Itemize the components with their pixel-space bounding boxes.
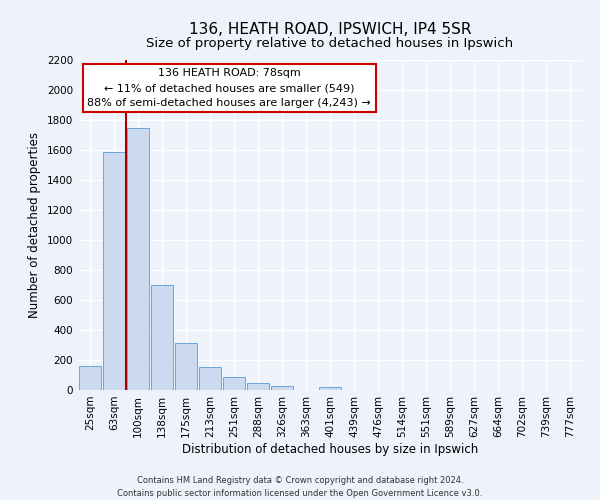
Bar — [223, 378, 245, 390]
Text: 136, HEATH ROAD, IPSWICH, IP4 5SR: 136, HEATH ROAD, IPSWICH, IP4 5SR — [189, 22, 471, 38]
Bar — [199, 367, 221, 390]
Bar — [127, 128, 149, 390]
Text: Size of property relative to detached houses in Ipswich: Size of property relative to detached ho… — [146, 38, 514, 51]
X-axis label: Distribution of detached houses by size in Ipswich: Distribution of detached houses by size … — [182, 442, 478, 456]
Bar — [103, 152, 125, 390]
Y-axis label: Number of detached properties: Number of detached properties — [28, 132, 41, 318]
Bar — [319, 387, 341, 390]
Bar — [151, 285, 173, 390]
Bar — [271, 386, 293, 390]
Text: Contains HM Land Registry data © Crown copyright and database right 2024.
Contai: Contains HM Land Registry data © Crown c… — [118, 476, 482, 498]
Bar — [175, 343, 197, 390]
Bar — [79, 366, 101, 390]
Bar — [247, 382, 269, 390]
Text: 136 HEATH ROAD: 78sqm
← 11% of detached houses are smaller (549)
88% of semi-det: 136 HEATH ROAD: 78sqm ← 11% of detached … — [88, 68, 371, 108]
